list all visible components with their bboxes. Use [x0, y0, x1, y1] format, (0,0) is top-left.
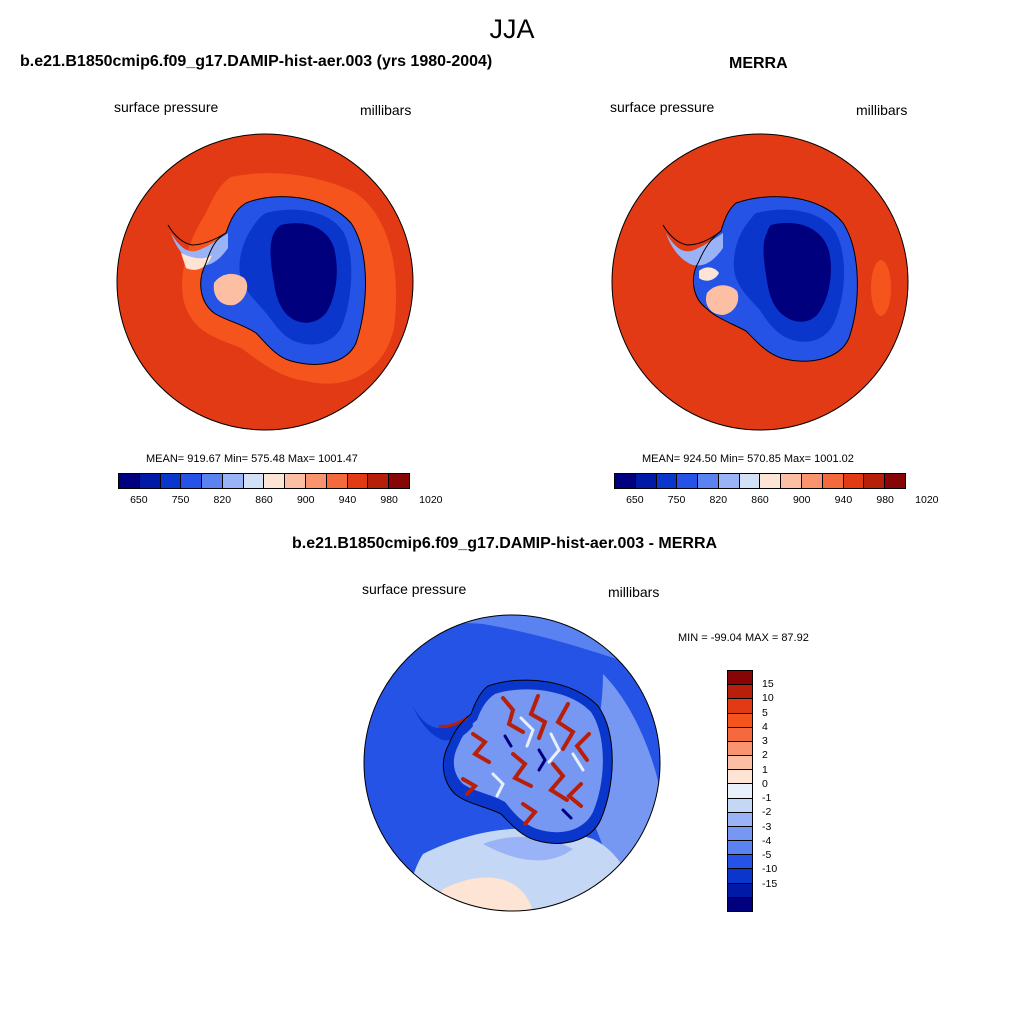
diff-colorbar-swatch [728, 770, 752, 785]
obs-colorbar-tick-label: 820 [709, 494, 728, 506]
obs-colorbar-swatch [635, 474, 657, 488]
diff-colorbar-swatch [728, 841, 752, 856]
model-colorbar-tick-label: 650 [130, 494, 148, 506]
diff-colorbar-swatch [728, 756, 752, 771]
diff-colorbar-swatch [728, 713, 752, 728]
obs-colorbar-tick-label: 980 [876, 494, 894, 506]
diff-colorbar-tick-label: -2 [762, 806, 772, 819]
model-colorbar-tick-label: 860 [255, 494, 273, 506]
diff-stats: MIN = -99.04 MAX = 87.92 [678, 632, 809, 644]
diff-colorbar-tick-label: 2 [762, 749, 768, 762]
model-colorbar-tick-label: 820 [213, 494, 232, 506]
model-units-label: millibars [360, 102, 412, 118]
obs-colorbar-tick-label: 1020 [915, 494, 939, 506]
diff-map [363, 614, 661, 912]
model-colorbar-tick-label: 900 [296, 494, 315, 506]
model-colorbar-tick-label: 750 [171, 494, 190, 506]
diff-colorbar-swatch [728, 869, 752, 884]
model-colorbar-ticks: 650 750 820 860 900 940 980 1020 [118, 494, 442, 508]
model-colorbar-swatch [119, 474, 140, 488]
model-colorbar-swatch [389, 474, 409, 488]
model-colorbar-swatch [306, 474, 327, 488]
diff-colorbar-tick-label: -5 [762, 849, 772, 862]
diff-colorbar-swatch [728, 685, 752, 700]
diff-colorbar-tick-label: -4 [762, 834, 772, 847]
obs-colorbar-swatch [656, 474, 678, 488]
model-colorbar-swatch [347, 474, 369, 488]
model-colorbar-swatch [326, 474, 348, 488]
diff-colorbar-swatch [728, 671, 752, 686]
obs-colorbar-swatch [781, 474, 803, 488]
obs-colorbar-swatch [885, 474, 905, 488]
obs-colorbar-swatch [822, 474, 844, 488]
obs-colorbar [614, 473, 906, 489]
obs-variable-label: surface pressure [610, 99, 715, 115]
model-colorbar-swatch [285, 474, 307, 488]
obs-colorbar-tick-label: 900 [792, 494, 811, 506]
obs-colorbar-tick-label: 750 [667, 494, 686, 506]
model-colorbar-tick-label: 940 [338, 494, 357, 506]
figure-title: JJA [489, 14, 535, 44]
diff-colorbar-swatch [728, 784, 752, 799]
diff-panel-title: b.e21.B1850cmip6.f09_g17.DAMIP-hist-aer.… [292, 535, 718, 552]
diff-colorbar-tick-label: 4 [762, 720, 768, 733]
model-stats: MEAN= 919.67 Min= 575.48 Max= 1001.47 [146, 453, 358, 465]
model-panel-title: b.e21.B1850cmip6.f09_g17.DAMIP-hist-aer.… [20, 53, 493, 70]
obs-units-label: millibars [856, 102, 908, 118]
diff-colorbar-swatch [728, 812, 752, 827]
obs-colorbar-swatch [698, 474, 719, 488]
model-colorbar-swatch [243, 474, 265, 488]
diff-colorbar-swatch [728, 826, 752, 842]
obs-colorbar-swatch [802, 474, 823, 488]
diff-colorbar-tick-label: 0 [762, 777, 768, 790]
obs-map [611, 133, 909, 431]
obs-colorbar-swatch [864, 474, 886, 488]
diff-colorbar-tick-label: 5 [762, 706, 768, 719]
diff-variable-label: surface pressure [362, 581, 467, 597]
model-colorbar-swatch [181, 474, 203, 488]
model-colorbar-swatch [264, 474, 286, 488]
model-colorbar [118, 473, 410, 489]
model-colorbar-swatch [368, 474, 390, 488]
obs-colorbar-ticks: 650 750 820 860 900 940 980 1020 [614, 494, 938, 508]
diff-colorbar-swatch [728, 699, 752, 714]
model-colorbar-swatch [160, 474, 182, 488]
diff-colorbar-swatch [728, 741, 752, 757]
diff-colorbar-tick-label: -10 [762, 863, 778, 876]
diff-colorbar-ticks: 15 10 5 4 3 2 1 0 -1 -2 -3 -4 -5 -10 -15 [762, 670, 802, 912]
model-colorbar-swatch [139, 474, 161, 488]
model-colorbar-swatch [222, 474, 244, 488]
diff-colorbar [727, 670, 753, 912]
obs-colorbar-swatch [760, 474, 782, 488]
obs-colorbar-swatch [615, 474, 636, 488]
diff-colorbar-swatch [728, 883, 752, 898]
obs-colorbar-swatch [843, 474, 865, 488]
model-variable-label: surface pressure [114, 99, 219, 115]
obs-colorbar-tick-label: 860 [751, 494, 769, 506]
diff-colorbar-tick-label: 3 [762, 735, 768, 748]
obs-colorbar-swatch [739, 474, 761, 488]
diff-colorbar-swatch [728, 798, 752, 813]
obs-colorbar-tick-label: 650 [626, 494, 644, 506]
model-colorbar-tick-label: 1020 [419, 494, 443, 506]
obs-colorbar-swatch [677, 474, 699, 488]
obs-colorbar-swatch [718, 474, 740, 488]
obs-colorbar-tick-label: 940 [834, 494, 853, 506]
diff-colorbar-tick-label: -3 [762, 820, 772, 833]
diff-colorbar-tick-label: 15 [762, 678, 774, 691]
diff-colorbar-tick-label: 10 [762, 692, 774, 705]
model-map [116, 133, 414, 431]
obs-panel-title: MERRA [729, 55, 788, 72]
diff-colorbar-swatch [728, 855, 752, 870]
obs-stats: MEAN= 924.50 Min= 570.85 Max= 1001.02 [642, 453, 854, 465]
diff-colorbar-tick-label: 1 [762, 763, 768, 776]
diff-colorbar-swatch [728, 897, 752, 911]
diff-colorbar-swatch [728, 727, 752, 742]
model-colorbar-tick-label: 980 [380, 494, 398, 506]
diff-units-label: millibars [608, 584, 660, 600]
diff-colorbar-tick-label: -1 [762, 792, 772, 805]
diff-colorbar-tick-label: -15 [762, 877, 778, 890]
model-colorbar-swatch [202, 474, 223, 488]
